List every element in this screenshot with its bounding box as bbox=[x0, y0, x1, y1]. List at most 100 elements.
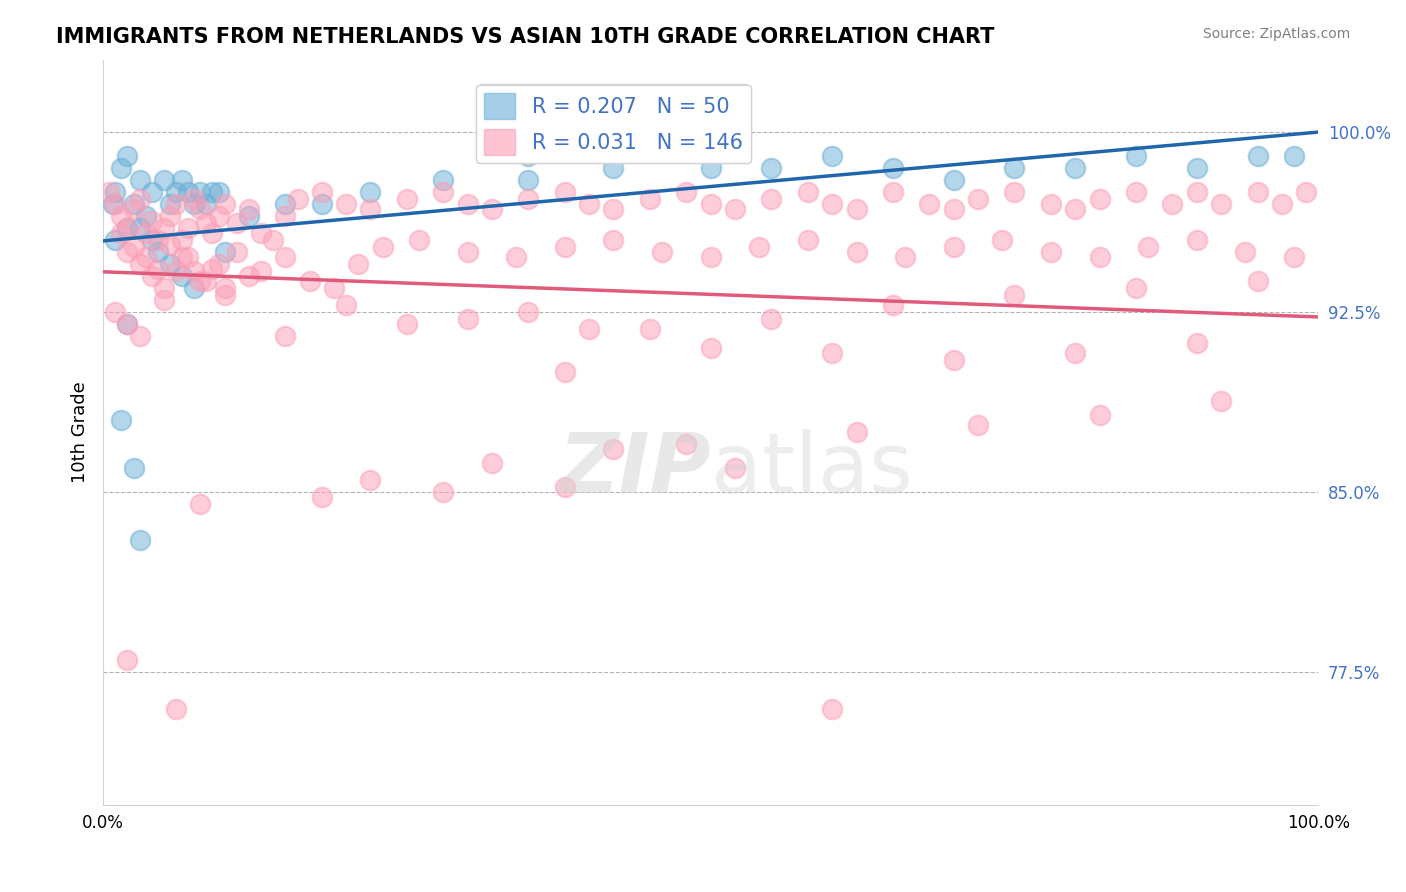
Point bbox=[165, 264, 187, 278]
Point bbox=[505, 250, 527, 264]
Point bbox=[359, 473, 381, 487]
Point bbox=[1064, 202, 1087, 216]
Point bbox=[882, 298, 904, 312]
Point bbox=[942, 202, 965, 216]
Point bbox=[517, 173, 540, 187]
Point bbox=[183, 192, 205, 206]
Point bbox=[602, 233, 624, 247]
Point bbox=[311, 185, 333, 199]
Point bbox=[1185, 336, 1208, 351]
Point bbox=[141, 185, 163, 199]
Point bbox=[250, 264, 273, 278]
Point bbox=[1271, 196, 1294, 211]
Point bbox=[967, 192, 990, 206]
Point bbox=[188, 185, 211, 199]
Point bbox=[481, 456, 503, 470]
Point bbox=[104, 196, 127, 211]
Point bbox=[554, 240, 576, 254]
Point bbox=[183, 196, 205, 211]
Point bbox=[110, 226, 132, 240]
Point bbox=[395, 317, 418, 331]
Point bbox=[1246, 274, 1268, 288]
Point bbox=[104, 185, 127, 199]
Point bbox=[201, 226, 224, 240]
Point bbox=[1039, 244, 1062, 259]
Point bbox=[104, 305, 127, 319]
Point bbox=[761, 161, 783, 175]
Point bbox=[675, 185, 697, 199]
Point bbox=[359, 202, 381, 216]
Point bbox=[967, 417, 990, 432]
Point bbox=[238, 209, 260, 223]
Text: atlas: atlas bbox=[710, 429, 912, 510]
Point bbox=[1246, 149, 1268, 163]
Point bbox=[1004, 185, 1026, 199]
Point bbox=[1064, 346, 1087, 360]
Point bbox=[651, 244, 673, 259]
Point bbox=[214, 244, 236, 259]
Point bbox=[1234, 244, 1257, 259]
Point bbox=[335, 196, 357, 211]
Point bbox=[135, 250, 157, 264]
Point bbox=[128, 220, 150, 235]
Point bbox=[882, 161, 904, 175]
Point bbox=[457, 244, 479, 259]
Point bbox=[122, 202, 145, 216]
Point bbox=[311, 490, 333, 504]
Point bbox=[207, 209, 229, 223]
Point bbox=[188, 202, 211, 216]
Point bbox=[699, 250, 721, 264]
Point bbox=[1125, 149, 1147, 163]
Point bbox=[699, 196, 721, 211]
Point bbox=[821, 346, 844, 360]
Point bbox=[298, 274, 321, 288]
Point bbox=[1125, 281, 1147, 295]
Point bbox=[578, 322, 600, 336]
Point bbox=[159, 209, 181, 223]
Point bbox=[117, 317, 139, 331]
Point bbox=[457, 312, 479, 326]
Point bbox=[159, 196, 181, 211]
Point bbox=[602, 202, 624, 216]
Point bbox=[1185, 233, 1208, 247]
Point bbox=[262, 233, 284, 247]
Point bbox=[554, 480, 576, 494]
Point bbox=[146, 261, 169, 276]
Point bbox=[724, 461, 747, 475]
Point bbox=[761, 312, 783, 326]
Point bbox=[128, 257, 150, 271]
Point bbox=[238, 202, 260, 216]
Point bbox=[110, 161, 132, 175]
Point bbox=[797, 233, 820, 247]
Point bbox=[214, 196, 236, 211]
Point bbox=[117, 149, 139, 163]
Point bbox=[110, 209, 132, 223]
Point bbox=[821, 701, 844, 715]
Point bbox=[748, 240, 770, 254]
Point bbox=[225, 216, 247, 230]
Point bbox=[188, 274, 211, 288]
Point bbox=[481, 202, 503, 216]
Point bbox=[554, 365, 576, 379]
Point bbox=[797, 185, 820, 199]
Point bbox=[117, 317, 139, 331]
Point bbox=[274, 250, 297, 264]
Point bbox=[517, 192, 540, 206]
Point bbox=[1209, 393, 1232, 408]
Point bbox=[359, 185, 381, 199]
Point bbox=[821, 196, 844, 211]
Point bbox=[845, 425, 868, 439]
Point bbox=[177, 250, 200, 264]
Point bbox=[122, 196, 145, 211]
Point bbox=[432, 173, 454, 187]
Point bbox=[1088, 192, 1111, 206]
Point bbox=[117, 220, 139, 235]
Point bbox=[1282, 250, 1305, 264]
Point bbox=[207, 257, 229, 271]
Point bbox=[1185, 185, 1208, 199]
Point bbox=[159, 257, 181, 271]
Point bbox=[578, 196, 600, 211]
Point bbox=[517, 149, 540, 163]
Text: ZIP: ZIP bbox=[558, 429, 710, 510]
Point bbox=[1088, 409, 1111, 423]
